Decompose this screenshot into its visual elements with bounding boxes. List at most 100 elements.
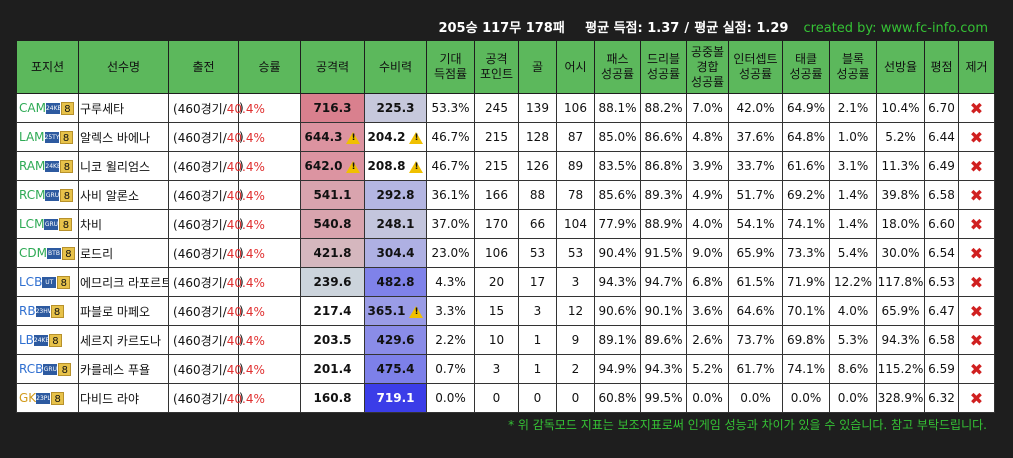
- header-dribble-rate[interactable]: 드리블 성공률: [640, 40, 687, 94]
- remove-icon[interactable]: ✖: [969, 388, 984, 408]
- player-name-cell[interactable]: 세르지 카르도나: [78, 325, 169, 355]
- player-name[interactable]: 다비드 라야: [80, 391, 140, 406]
- defense-cell: 429.6: [364, 325, 427, 355]
- table-row: LCB UT 8 에므리크 라포르트 (460경기/40.4%) 239.6 482.8 4.…: [16, 267, 995, 297]
- header-block-rate[interactable]: 블록 성공률: [829, 40, 877, 94]
- ap-cell: 170: [474, 209, 519, 239]
- header-games[interactable]: 출전: [168, 40, 239, 94]
- pass-cell: 83.5%: [594, 151, 641, 181]
- level-badge: 8: [61, 247, 75, 260]
- remove-icon[interactable]: ✖: [969, 359, 984, 379]
- header-goals[interactable]: 골: [518, 40, 557, 94]
- attack-value: 203.5: [313, 333, 352, 347]
- remove-cell: ✖: [958, 383, 995, 413]
- player-name-cell[interactable]: 다비드 라야: [78, 383, 169, 413]
- credit-link[interactable]: created by: www.fc-info.com: [803, 21, 988, 36]
- season-badge-icon: UT: [42, 277, 57, 288]
- header-pass-rate[interactable]: 패스 성공률: [594, 40, 641, 94]
- player-name[interactable]: 차비: [80, 217, 103, 232]
- remove-icon[interactable]: ✖: [969, 156, 984, 176]
- remove-cell: ✖: [958, 122, 995, 152]
- header-rating[interactable]: 평점: [924, 40, 959, 94]
- attack-value: 642.0: [304, 159, 343, 173]
- header-defense[interactable]: 수비력: [364, 40, 427, 94]
- warning-icon: [346, 131, 361, 144]
- player-name-cell[interactable]: 카를레스 푸욜: [78, 354, 169, 384]
- position-cell: RCMGRU 8: [16, 180, 79, 210]
- games-count: 460경기: [177, 275, 223, 290]
- player-name-cell[interactable]: 에므리크 라포르트: [78, 267, 169, 297]
- xg-cell: 36.1%: [426, 180, 475, 210]
- dribble-cell: 86.8%: [640, 151, 687, 181]
- header-attack[interactable]: 공격력: [300, 40, 365, 94]
- remove-icon[interactable]: ✖: [969, 185, 984, 205]
- remove-icon[interactable]: ✖: [969, 98, 984, 118]
- player-name[interactable]: 에므리크 라포르트: [80, 275, 169, 290]
- header-aerial-rate[interactable]: 공중볼 경합 성공률: [686, 40, 729, 94]
- remove-icon[interactable]: ✖: [969, 127, 984, 147]
- attack-cell: 203.5: [300, 325, 365, 355]
- player-name[interactable]: 세르지 카르도나: [80, 333, 162, 348]
- header-remove[interactable]: 제거: [958, 40, 995, 94]
- attack-cell: 541.1: [300, 180, 365, 210]
- remove-icon[interactable]: ✖: [969, 272, 984, 292]
- pass-cell: 94.3%: [594, 267, 641, 297]
- season-badge-icon: BTB: [46, 248, 61, 259]
- pass-cell: 94.9%: [594, 354, 641, 384]
- season-badge-icon: GRU: [43, 364, 58, 375]
- xg-cell: 53.3%: [426, 93, 475, 123]
- header-intercept-rate[interactable]: 인터셉트 성공률: [728, 40, 783, 94]
- header-tackle-rate[interactable]: 태클 성공률: [782, 40, 830, 94]
- header-assists[interactable]: 어시: [556, 40, 595, 94]
- defense-value: 304.4: [376, 246, 415, 260]
- aerial-cell: 3.9%: [686, 151, 729, 181]
- level-badge: 8: [57, 276, 71, 289]
- player-name[interactable]: 사비 알론소: [80, 188, 140, 203]
- header-player-name[interactable]: 선수명: [78, 40, 169, 94]
- player-name[interactable]: 알렉스 바에나: [80, 130, 151, 145]
- player-name[interactable]: 파블로 마페오: [80, 304, 151, 319]
- player-name-cell[interactable]: 알렉스 바에나: [78, 122, 169, 152]
- tackle-cell: 74.1%: [782, 354, 830, 384]
- aerial-cell: 7.0%: [686, 93, 729, 123]
- games-cell: (460경기/40.4%: [168, 354, 265, 384]
- remove-icon[interactable]: ✖: [969, 330, 984, 350]
- assists-cell: 2: [556, 354, 595, 384]
- dribble-cell: 89.3%: [640, 180, 687, 210]
- remove-icon[interactable]: ✖: [969, 243, 984, 263]
- player-name[interactable]: 니코 윌리엄스: [80, 159, 151, 174]
- games-cell: (460경기/40.4%: [168, 383, 265, 413]
- header-expected-goals[interactable]: 기대 득점률: [426, 40, 475, 94]
- games-cell: (460경기/40.4%: [168, 122, 265, 152]
- player-name-cell[interactable]: 로드리: [78, 238, 169, 268]
- win-rate-cell: ): [238, 383, 301, 413]
- assists-cell: 87: [556, 122, 595, 152]
- attack-cell: 239.6: [300, 267, 365, 297]
- games-count: 460경기: [177, 217, 223, 232]
- ap-cell: 215: [474, 122, 519, 152]
- aerial-cell: 4.9%: [686, 180, 729, 210]
- win-rate-cell: ): [238, 238, 301, 268]
- player-name-cell[interactable]: 파블로 마페오: [78, 296, 169, 326]
- defense-value: 719.1: [376, 391, 415, 405]
- level-badge: 8: [59, 131, 73, 144]
- level-badge: 8: [59, 218, 73, 231]
- dribble-cell: 99.5%: [640, 383, 687, 413]
- attack-value: 644.3: [304, 130, 343, 144]
- remove-icon[interactable]: ✖: [969, 301, 984, 321]
- player-name[interactable]: 카를레스 푸욜: [80, 362, 151, 377]
- defense-cell: 365.1: [364, 296, 427, 326]
- player-name-cell[interactable]: 사비 알론소: [78, 180, 169, 210]
- header-position[interactable]: 포지션: [16, 40, 79, 94]
- player-name-cell[interactable]: 니코 윌리엄스: [78, 151, 169, 181]
- player-name[interactable]: 로드리: [80, 246, 114, 261]
- remove-icon[interactable]: ✖: [969, 214, 984, 234]
- header-save-rate[interactable]: 선방율: [876, 40, 925, 94]
- win-rate-cell: ): [238, 151, 301, 181]
- header-win-rate[interactable]: 승률: [238, 40, 301, 94]
- player-name-cell[interactable]: 차비: [78, 209, 169, 239]
- player-name-cell[interactable]: 구루세타: [78, 93, 169, 123]
- player-name[interactable]: 구루세타: [80, 101, 125, 116]
- header-attack-points[interactable]: 공격 포인트: [474, 40, 519, 94]
